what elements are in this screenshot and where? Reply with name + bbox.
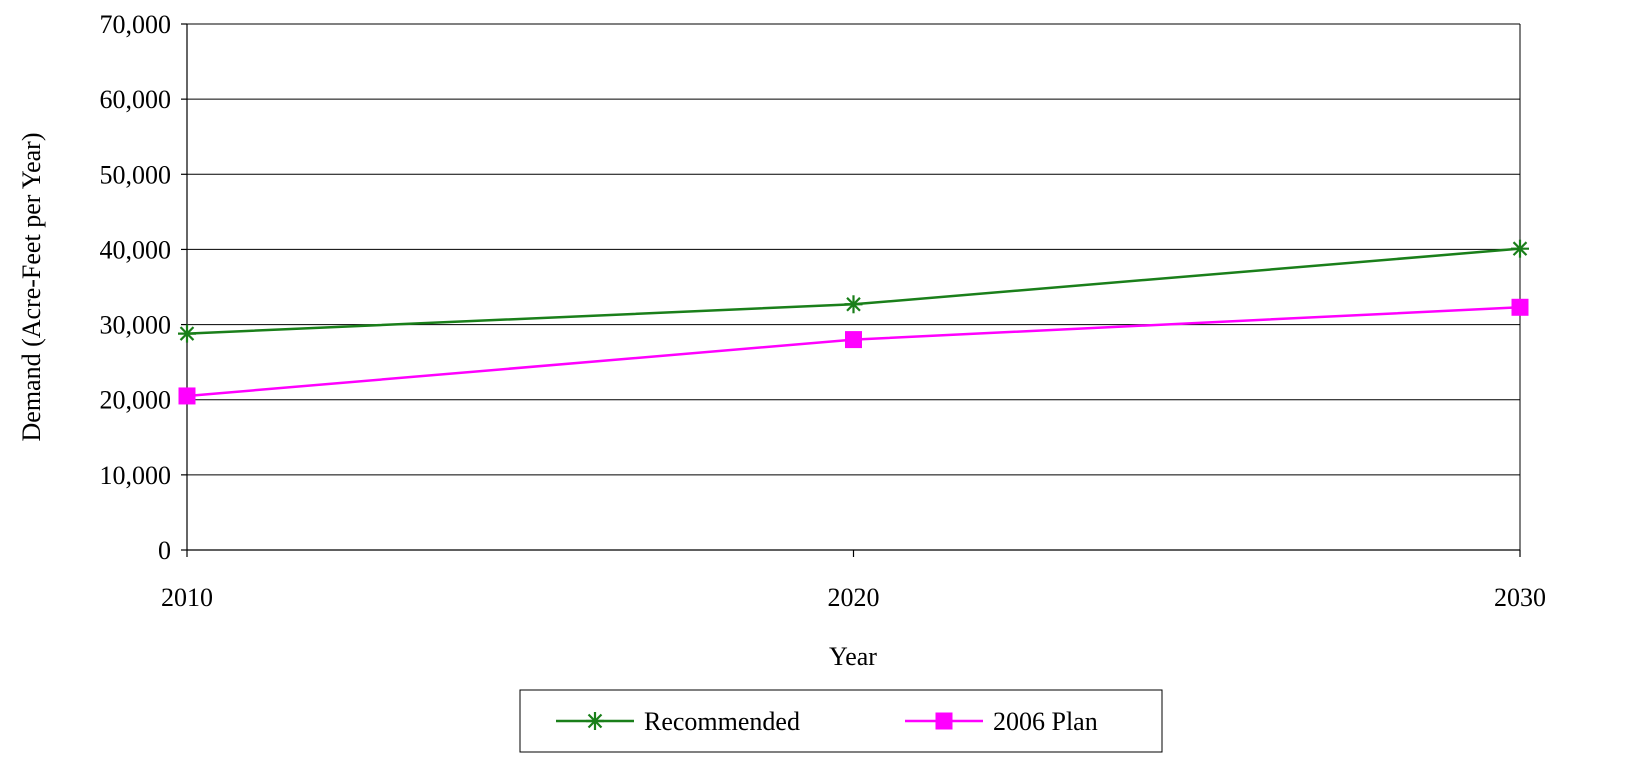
y-axis-title: Demand (Acre-Feet per Year) [17, 133, 46, 442]
x-tick-label-1: 2020 [828, 583, 880, 612]
x-axis-title: Year [829, 642, 877, 671]
x-tick-label-2: 2030 [1494, 583, 1546, 612]
series-line-1 [186, 306, 1521, 398]
series-1 [178, 298, 1529, 405]
legend-item-0: Recommended [556, 707, 800, 736]
series-line-0 [186, 247, 1521, 335]
y-tick-label-1: 10,000 [100, 461, 172, 490]
y-tick-label-7: 70,000 [100, 10, 172, 39]
data-point-1-0 [178, 387, 196, 405]
legend-label-1: 2006 Plan [993, 707, 1098, 736]
data-point-0-0 [178, 324, 196, 343]
y-tick-label-2: 20,000 [100, 386, 172, 415]
data-point-0-2 [1511, 239, 1529, 258]
legend-items: Recommended 2006 Plan [556, 707, 1098, 736]
data-point-1-1 [845, 331, 862, 349]
y-tick-label-0: 0 [158, 536, 171, 565]
axes [181, 23, 1521, 557]
y-tick-label-4: 40,000 [100, 235, 172, 264]
legend-marker-1 [935, 712, 953, 730]
legend-label-0: Recommended [644, 707, 800, 736]
legend: Recommended 2006 Plan [519, 689, 1163, 753]
series [178, 239, 1529, 405]
data-point-1-2 [1511, 298, 1529, 316]
x-tick-label-0: 2010 [161, 583, 213, 612]
y-tick-label-6: 60,000 [100, 85, 172, 114]
legend-marker-0 [586, 712, 604, 730]
tick-labels: 0 10,000 20,000 30,000 40,000 50,000 60,000 70,… [100, 10, 1547, 612]
gridlines [187, 23, 1520, 476]
y-tick-label-5: 50,000 [100, 160, 172, 189]
series-0 [178, 239, 1529, 343]
y-tick-label-3: 30,000 [100, 311, 172, 340]
data-point-0-1 [844, 295, 863, 314]
legend-item-1: 2006 Plan [905, 707, 1098, 736]
